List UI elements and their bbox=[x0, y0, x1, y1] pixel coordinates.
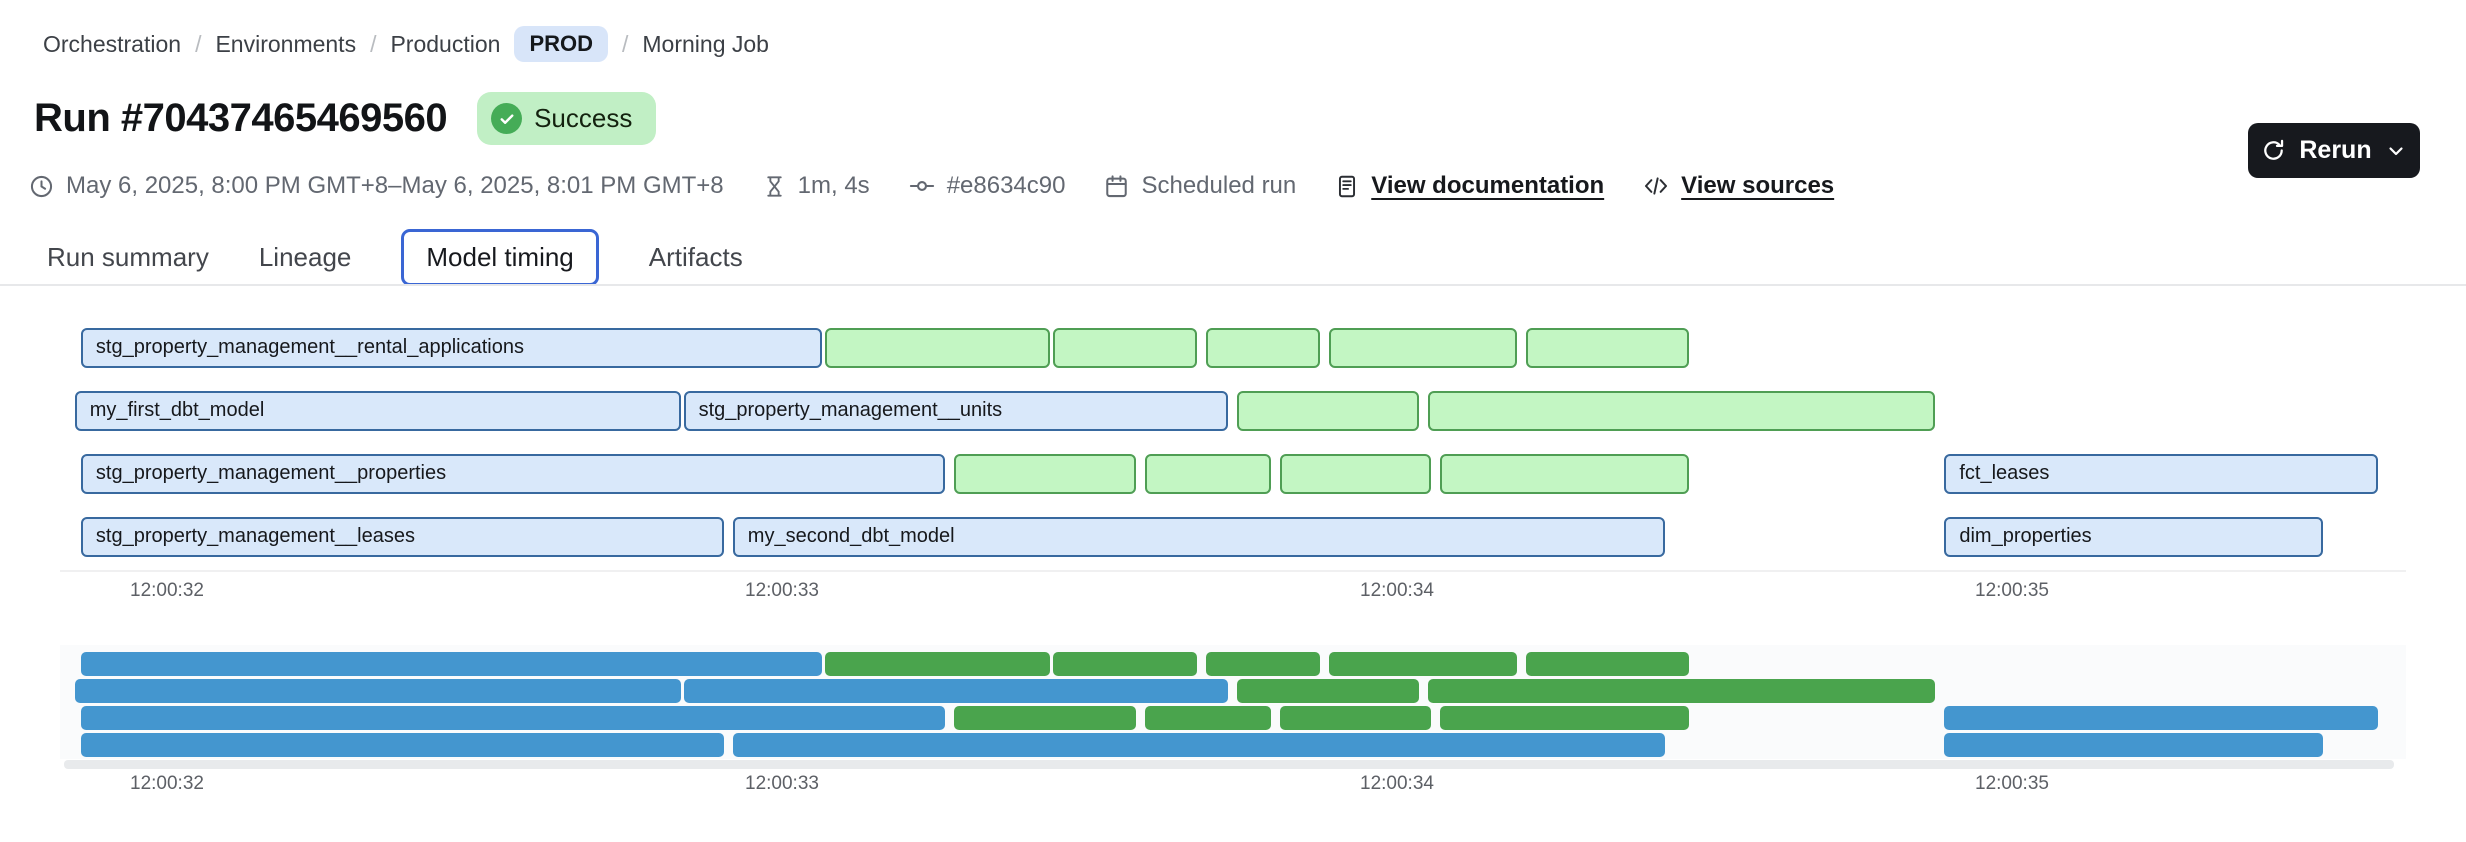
gantt-bar-fct_leases[interactable]: fct_leases bbox=[1944, 454, 2378, 494]
meta-duration: 1m, 4s bbox=[762, 172, 870, 200]
axis-tick-label: 12:00:33 bbox=[745, 773, 819, 794]
rerun-button[interactable]: Rerun bbox=[2248, 123, 2420, 178]
meta-commit: #e8634c90 bbox=[908, 172, 1065, 200]
gantt-bar-my_second_dbt_model[interactable]: my_second_dbt_model bbox=[732, 517, 1665, 557]
code-icon bbox=[1642, 172, 1670, 200]
prod-environment-badge: PROD bbox=[514, 26, 608, 62]
tabs-divider bbox=[0, 284, 2466, 286]
breadcrumb-separator: / bbox=[195, 30, 202, 57]
minimap-bar bbox=[80, 652, 823, 676]
page-title: Run #70437465469560 bbox=[34, 96, 448, 140]
gantt-bar[interactable] bbox=[1280, 454, 1431, 494]
tab-run-summary[interactable]: Run summary bbox=[47, 241, 209, 272]
minimap-bar bbox=[1526, 652, 1690, 676]
minimap-bar bbox=[1052, 652, 1198, 676]
run-tabs: Run summary Lineage Model timing Artifac… bbox=[47, 228, 743, 286]
success-check-icon bbox=[491, 103, 523, 134]
minimap-bar bbox=[80, 733, 724, 757]
gantt-bar[interactable] bbox=[1206, 328, 1321, 368]
minimap-bar bbox=[1329, 652, 1517, 676]
clock-icon bbox=[28, 173, 55, 200]
git-commit-icon bbox=[908, 172, 936, 200]
status-label: Success bbox=[534, 103, 633, 133]
axis-tick-label: 12:00:35 bbox=[1975, 580, 2049, 601]
gantt-bar-dim_properties[interactable]: dim_properties bbox=[1944, 517, 2323, 557]
breadcrumb: Orchestration / Environments / Productio… bbox=[43, 26, 769, 62]
model-timing-minimap[interactable] bbox=[0, 650, 2466, 758]
status-badge: Success bbox=[477, 92, 657, 145]
minimap-bar bbox=[1237, 679, 1419, 703]
gantt-bar[interactable] bbox=[1052, 328, 1198, 368]
view-documentation-link[interactable]: View documentation bbox=[1334, 172, 1604, 200]
gantt-bar[interactable] bbox=[1329, 328, 1517, 368]
minimap-scrollbar[interactable] bbox=[64, 760, 2394, 769]
gantt-bar[interactable] bbox=[1237, 391, 1419, 431]
minimap-bar bbox=[1440, 706, 1690, 730]
calendar-icon bbox=[1103, 173, 1130, 200]
axis-tick-label: 12:00:33 bbox=[745, 580, 819, 601]
gantt-bar-stg_property_management__properties[interactable]: stg_property_management__properties bbox=[80, 454, 946, 494]
tab-lineage[interactable]: Lineage bbox=[258, 241, 352, 272]
minimap-bar bbox=[954, 706, 1136, 730]
minimap-bar bbox=[1206, 652, 1321, 676]
run-header: Run #70437465469560 Success bbox=[34, 92, 657, 145]
minimap-bar bbox=[1427, 679, 1936, 703]
axis-tick-label: 12:00:34 bbox=[1360, 773, 1434, 794]
minimap-time-axis: 12:00:32 12:00:33 12:00:34 12:00:35 bbox=[0, 773, 2466, 799]
breadcrumb-separator: / bbox=[622, 30, 629, 57]
gantt-bar[interactable] bbox=[954, 454, 1136, 494]
minimap-bar bbox=[74, 679, 681, 703]
model-timing-gantt: stg_property_management__rental_applicat… bbox=[0, 328, 2466, 570]
breadcrumb-morning-job[interactable]: Morning Job bbox=[642, 30, 769, 57]
gantt-bar-stg_property_management__rental_applications[interactable]: stg_property_management__rental_applicat… bbox=[80, 328, 823, 368]
minimap-bar bbox=[1944, 733, 2323, 757]
axis-tick-label: 12:00:32 bbox=[130, 773, 204, 794]
minimap-bar bbox=[80, 706, 946, 730]
gantt-bar[interactable] bbox=[1440, 454, 1690, 494]
refresh-icon bbox=[2260, 137, 2287, 164]
gantt-bar-stg_property_management__units[interactable]: stg_property_management__units bbox=[683, 391, 1228, 431]
gantt-bar[interactable] bbox=[1427, 391, 1936, 431]
minimap-bar bbox=[825, 652, 1050, 676]
gantt-bar[interactable] bbox=[1526, 328, 1690, 368]
document-icon bbox=[1334, 173, 1360, 200]
meta-trigger: Scheduled run bbox=[1103, 172, 1296, 200]
minimap-bar bbox=[683, 679, 1228, 703]
breadcrumb-orchestration[interactable]: Orchestration bbox=[43, 30, 182, 57]
gantt-time-axis: 12:00:32 12:00:33 12:00:34 12:00:35 bbox=[0, 580, 2466, 606]
gantt-bar[interactable] bbox=[825, 328, 1050, 368]
breadcrumb-production[interactable]: Production bbox=[390, 30, 501, 57]
breadcrumb-environments[interactable]: Environments bbox=[215, 30, 357, 57]
tab-model-timing[interactable]: Model timing bbox=[401, 228, 599, 286]
tab-artifacts[interactable]: Artifacts bbox=[648, 241, 743, 272]
meta-time-range: May 6, 2025, 8:00 PM GMT+8–May 6, 2025, … bbox=[28, 172, 724, 200]
gantt-bar[interactable] bbox=[1144, 454, 1271, 494]
hourglass-icon bbox=[762, 173, 787, 200]
minimap-bar bbox=[1144, 706, 1271, 730]
minimap-bar bbox=[1280, 706, 1431, 730]
breadcrumb-separator: / bbox=[370, 30, 377, 57]
gantt-axis-line bbox=[60, 570, 2406, 572]
minimap-bar bbox=[732, 733, 1665, 757]
rerun-label: Rerun bbox=[2299, 136, 2372, 164]
gantt-bar-stg_property_management__leases[interactable]: stg_property_management__leases bbox=[80, 517, 724, 557]
axis-tick-label: 12:00:32 bbox=[130, 580, 204, 601]
minimap-bar bbox=[1944, 706, 2378, 730]
axis-tick-label: 12:00:34 bbox=[1360, 580, 1434, 601]
chevron-down-icon[interactable] bbox=[2384, 139, 2408, 163]
run-meta-row: May 6, 2025, 8:00 PM GMT+8–May 6, 2025, … bbox=[28, 172, 1834, 200]
view-sources-link[interactable]: View sources bbox=[1642, 172, 1834, 200]
axis-tick-label: 12:00:35 bbox=[1975, 773, 2049, 794]
gantt-bar-my_first_dbt_model[interactable]: my_first_dbt_model bbox=[74, 391, 681, 431]
